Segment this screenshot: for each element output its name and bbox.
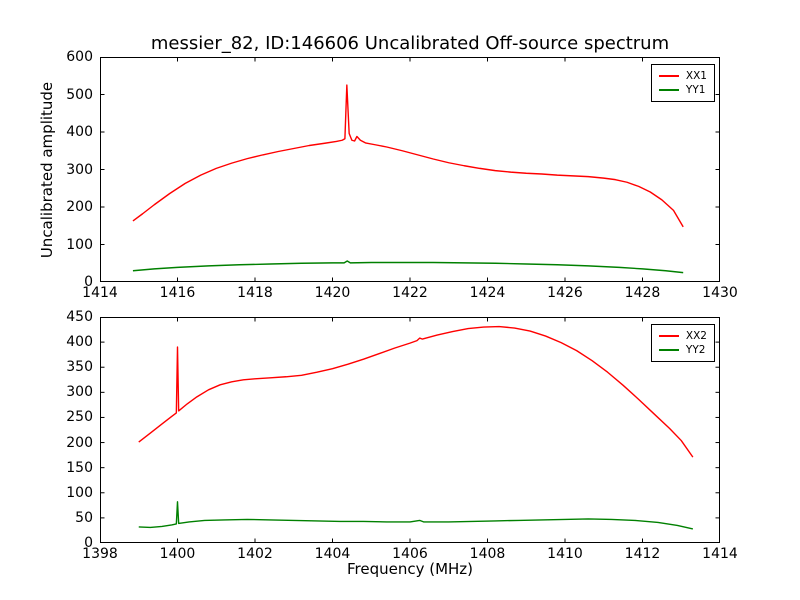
series-XX1-line: [132, 84, 684, 228]
y-tick-label: 400: [66, 124, 93, 140]
y-tick-label: 150: [66, 459, 93, 476]
legend-line-sample: [658, 75, 679, 77]
y-tick-label: 500: [66, 86, 93, 103]
y-tick-label: 250: [66, 409, 93, 426]
legend-item: XX2: [658, 329, 707, 343]
subplot-bottom-axes: XX2 YY2: [100, 317, 720, 543]
x-tick-label: 1404: [314, 546, 351, 562]
legend-top: XX1 YY1: [650, 64, 715, 102]
y-tick-label: 0: [84, 274, 93, 290]
legend-label: YY1: [685, 84, 706, 96]
axes-frame: [100, 57, 720, 282]
x-tick-label: 1426: [547, 285, 583, 301]
legend-item: YY2: [658, 343, 707, 357]
legend-line-sample: [658, 335, 679, 337]
legend-bottom: XX2 YY2: [650, 324, 715, 362]
x-tick-label: 1398: [82, 546, 118, 562]
x-tick-label: 1422: [392, 285, 428, 301]
y-tick-label: 300: [66, 384, 93, 401]
axes-frame: [100, 317, 720, 543]
x-tick-label: 1428: [624, 285, 661, 301]
series-YY2-line: [138, 501, 694, 530]
y-tick-label: 200: [66, 199, 93, 215]
x-tick-label: 1414: [702, 546, 738, 562]
y-tick-label: 300: [66, 161, 93, 178]
x-tick-label: 1408: [469, 546, 506, 562]
x-tick-label: 1416: [159, 285, 196, 301]
x-tick-label: 1400: [159, 546, 196, 562]
subplot-top-axes: XX1 YY1: [100, 57, 720, 282]
x-tick-label: 1430: [702, 285, 738, 301]
y-tick-label: 350: [66, 359, 93, 376]
y-tick-label: 450: [66, 309, 93, 325]
series-XX2-line: [138, 325, 694, 458]
x-tick-label: 1424: [469, 285, 506, 301]
subplot-bottom-canvas: [100, 317, 720, 543]
legend-item: YY1: [658, 83, 707, 97]
y-tick-label: 100: [66, 236, 93, 253]
y-tick-label: 50: [75, 509, 93, 526]
x-tick-label: 1418: [237, 285, 273, 301]
figure-title: messier_82, ID:146606 Uncalibrated Off-s…: [150, 33, 670, 54]
x-tick-label: 1412: [624, 546, 661, 562]
legend-item: XX1: [658, 69, 707, 83]
legend-label: YY2: [685, 344, 706, 356]
y-tick-label: 600: [66, 49, 93, 65]
y-axis-label: Uncalibrated amplitude: [38, 81, 56, 259]
y-tick-label: 0: [84, 535, 93, 551]
subplot-top-canvas: [100, 57, 720, 282]
legend-label: XX1: [685, 70, 707, 82]
legend-line-sample: [658, 89, 679, 91]
y-tick-label: 400: [66, 334, 93, 351]
x-tick-label: 1414: [82, 285, 118, 301]
y-tick-label: 100: [66, 484, 93, 501]
x-tick-label: 1410: [547, 546, 583, 562]
x-tick-label: 1420: [314, 285, 351, 301]
series-YY1-line: [132, 260, 684, 274]
y-tick-label: 200: [66, 434, 93, 451]
legend-line-sample: [658, 349, 679, 351]
x-axis-label: Frequency (MHz): [346, 560, 474, 578]
legend-label: XX2: [685, 330, 707, 342]
x-tick-label: 1402: [237, 546, 273, 562]
x-tick-label: 1406: [392, 546, 428, 562]
